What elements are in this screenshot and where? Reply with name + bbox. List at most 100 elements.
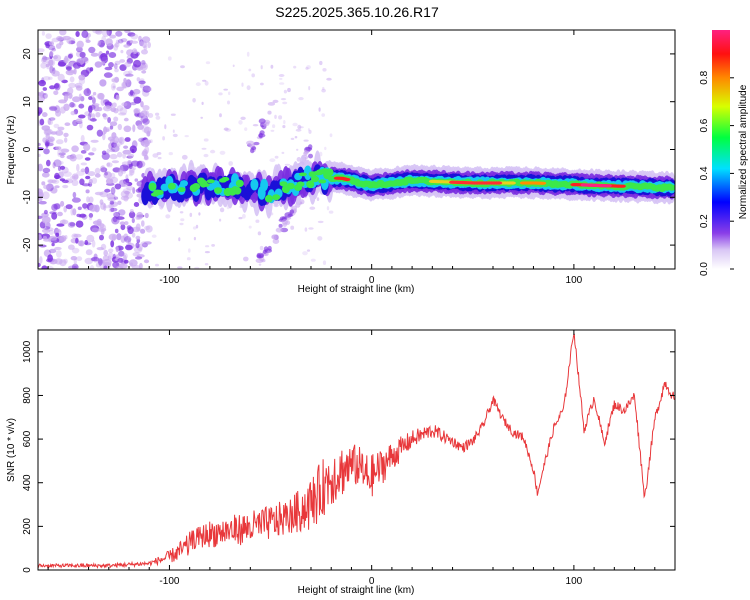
spectrogram-noise-blob	[141, 220, 145, 227]
spectrogram-noise-blob	[94, 173, 101, 178]
spectrogram-noise-blob	[109, 153, 118, 160]
spectrogram-noise-blob	[72, 96, 81, 103]
spectrogram-noise-blob	[116, 216, 125, 220]
spectrogram-noise-blob	[135, 188, 142, 193]
spectrogram-noise-blob	[293, 65, 297, 69]
spectrogram-noise-blob	[84, 166, 90, 175]
spectrogram-noise-blob	[130, 101, 137, 106]
spectrogram-noise-blob	[123, 145, 129, 149]
y-tick-label: -20	[22, 237, 33, 252]
colorbar-label: Normalized spectral amplitude	[738, 84, 749, 219]
spectrogram-noise-blob	[260, 65, 263, 70]
spectrogram-noise-blob	[89, 104, 96, 110]
spectrogram-noise-blob	[109, 34, 117, 39]
spectrogram-noise-blob	[290, 137, 295, 140]
colorbar-tick-label: 0.6	[699, 118, 710, 132]
spectrogram-ridge-cell	[272, 194, 281, 201]
spectrogram-noise-blob	[39, 256, 43, 264]
spectrogram-noise-blob	[103, 249, 108, 257]
spectrogram-noise-blob	[204, 251, 210, 254]
spectrogram-streak-blob	[308, 153, 313, 159]
spectrogram-streak-blob	[284, 212, 293, 218]
spectrogram-streak-blob	[258, 118, 266, 124]
spectrogram-noise-blob	[100, 228, 105, 235]
spectrogram-noise-blob	[73, 68, 77, 75]
spectrogram-noise-blob	[65, 66, 72, 71]
spectrogram-noise-blob	[100, 98, 106, 106]
spectrogram-ridge-cell	[667, 184, 675, 191]
spectrogram-noise-blob	[41, 265, 48, 269]
spectrogram-noise-blob	[78, 93, 82, 100]
spectrogram-noise-blob	[203, 153, 209, 158]
spectrogram-noise-blob	[132, 252, 140, 257]
spectrogram-noise-blob	[73, 258, 77, 266]
spectrogram-streak-blob	[308, 144, 313, 150]
spectrogram-noise-blob	[287, 87, 291, 93]
snr-frame	[37, 329, 676, 571]
spectrogram-noise-blob	[318, 107, 321, 112]
spectrogram-noise-blob	[41, 216, 51, 224]
spectrogram-peak-cell	[508, 181, 516, 185]
spectrogram-noise-blob	[76, 256, 83, 262]
snr-x-label: Height of straight line (km)	[298, 585, 415, 596]
spectrogram-noise-blob	[124, 221, 129, 226]
spectrogram-noise-blob	[144, 241, 152, 245]
spectrogram-noise-blob	[108, 233, 118, 241]
spectrogram-noise-blob	[67, 87, 74, 95]
spectrogram-noise-blob	[157, 156, 162, 160]
spectrogram-noise-blob	[72, 208, 77, 216]
spectrogram-noise-blob	[113, 144, 121, 148]
snr-panel: -100 0 100 0 200 400 600 800 1000 Height of str…	[6, 329, 676, 596]
spectrogram-noise-blob	[278, 74, 285, 77]
spectrogram-noise-blob	[38, 163, 43, 172]
spectrogram-noise-blob	[127, 160, 132, 165]
spectrogram-noise-blob	[115, 39, 120, 45]
spectrogram-noise-blob	[118, 112, 127, 116]
spectrogram-noise-blob	[38, 196, 43, 202]
spectrogram-ridge-cell	[311, 175, 319, 183]
spectrogram-noise-blob	[225, 128, 232, 132]
spectrogram-noise-blob	[145, 225, 153, 233]
spectrogram-noise-blob	[102, 113, 107, 118]
spectrogram-noise-blob	[97, 40, 101, 46]
spectrogram-noise-blob	[82, 203, 88, 209]
spectrogram-noise-blob	[128, 70, 133, 75]
spectrogram-noise-blob	[257, 231, 262, 236]
spectrogram-noise-blob	[71, 247, 80, 254]
spectrogram-noise-blob	[228, 161, 233, 166]
spectrogram-noise-blob	[112, 85, 116, 89]
snr-x-ticks: -100 0 100	[47, 330, 656, 587]
spectrogram-noise-blob	[113, 63, 118, 70]
spectrogram-noise-blob	[100, 167, 108, 173]
spectrogram-noise-blob	[132, 88, 141, 95]
spectrogram-noise-blob	[133, 96, 142, 104]
spectrogram-noise-blob	[49, 106, 58, 112]
spectrogram-noise-blob	[114, 183, 122, 190]
spectrogram-noise-blob	[131, 217, 135, 224]
spectrogram-noise-blob	[284, 163, 291, 166]
spectrogram-noise-blob	[282, 101, 288, 105]
spectrogram-noise-blob	[238, 216, 243, 220]
y-tick-label: 1000	[22, 340, 33, 363]
spectrogram-noise-blob	[298, 97, 304, 101]
spectrogram-noise-blob	[110, 83, 116, 91]
spectrogram-noise-blob	[177, 266, 183, 269]
spectrogram-noise-blob	[42, 87, 47, 91]
spectrogram-noise-blob	[295, 128, 302, 132]
spectrogram-noise-blob	[111, 145, 120, 153]
spectrogram-noise-blob	[322, 260, 327, 266]
spectrogram-noise-blob	[194, 266, 200, 269]
spectrogram-noise-blob	[129, 166, 135, 174]
spectrogram-noise-blob	[85, 175, 91, 180]
spectrogram-noise-blob	[54, 185, 60, 189]
spectrogram-noise-blob	[57, 73, 65, 82]
colorbar-tick-label: 0.0	[699, 262, 710, 276]
spectrogram-noise-blob	[93, 253, 98, 260]
spectrogram-noise-blob	[205, 245, 210, 248]
spectrogram-noise-blob	[246, 85, 251, 91]
spectrogram-noise-blob	[121, 81, 129, 89]
spectrogram-noise-blob	[92, 91, 97, 96]
spectrogram-noise-blob	[121, 102, 128, 107]
spectrogram-noise-blob	[296, 157, 302, 162]
spectrogram-noise-blob	[91, 227, 99, 233]
